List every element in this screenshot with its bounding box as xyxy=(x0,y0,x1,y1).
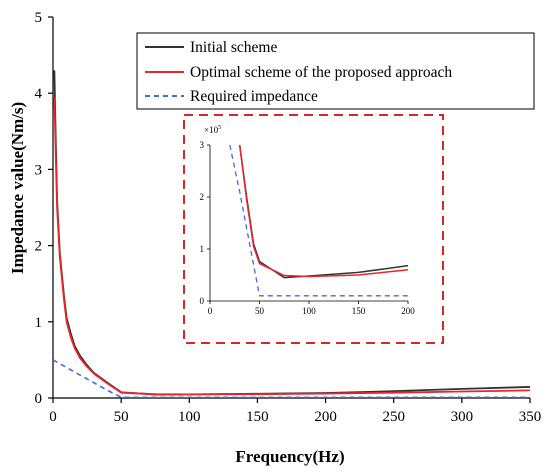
y-tick-label: 4 xyxy=(35,86,43,102)
x-tick-label: 300 xyxy=(451,409,474,425)
x-tick-label: 0 xyxy=(49,409,57,425)
inset-series-line-1 xyxy=(238,144,409,278)
inset-x-tick-label: 200 xyxy=(401,306,415,316)
x-tick-label: 200 xyxy=(314,409,337,425)
legend-label-initial: Initial scheme xyxy=(190,39,277,56)
inset-y-multiplier: ×105 xyxy=(204,125,221,135)
inset-x-tick-label: 50 xyxy=(255,306,265,316)
inset-y-multiplier-exp: 5 xyxy=(218,125,221,131)
y-axis-title: Impedance value(Nm/s) xyxy=(8,102,27,274)
inset-y-tick-label: 3 xyxy=(200,140,205,150)
legend-label-optimal: Optimal scheme of the proposed approach xyxy=(190,64,452,81)
x-tick-label: 50 xyxy=(114,409,129,425)
main-series-group xyxy=(52,70,531,399)
legend: Initial scheme Optimal scheme of the pro… xyxy=(136,32,535,110)
inset-axes: 0 50 100 150 200 0 1 2 3 xyxy=(200,140,416,316)
x-tick-label: 350 xyxy=(519,409,542,425)
inset-y-tick-label: 0 xyxy=(200,296,205,306)
x-tick-label: 100 xyxy=(178,409,201,425)
x-tick-label: 150 xyxy=(246,409,269,425)
legend-frame xyxy=(136,32,535,110)
inset-frame xyxy=(183,114,444,344)
y-tick-label: 3 xyxy=(35,162,43,178)
legend-label-required: Required impedance xyxy=(190,88,318,105)
inset-series-line-2 xyxy=(229,144,408,297)
x-tick-label: 250 xyxy=(382,409,405,425)
y-tick-label: 5 xyxy=(35,10,43,26)
inset-x-tick-label: 100 xyxy=(302,306,316,316)
inset-x-tick-label: 0 xyxy=(208,306,213,316)
inset-y-tick-label: 2 xyxy=(200,192,205,202)
main-series-line-2 xyxy=(52,359,530,399)
inset-x-tick-label: 150 xyxy=(352,306,366,316)
inset-zoom: 0 50 100 150 200 0 1 2 3 ×105 xyxy=(183,114,444,344)
y-tick-label: 0 xyxy=(35,391,43,407)
x-axis-title: Frequency(Hz) xyxy=(235,447,344,466)
inset-series-group xyxy=(229,144,409,297)
inset-y-tick-label: 1 xyxy=(200,244,205,254)
y-tick-label: 2 xyxy=(35,239,43,255)
inset-y-multiplier-base: ×10 xyxy=(204,125,219,135)
y-tick-label: 1 xyxy=(35,315,43,331)
main-series-line-1 xyxy=(53,96,531,396)
